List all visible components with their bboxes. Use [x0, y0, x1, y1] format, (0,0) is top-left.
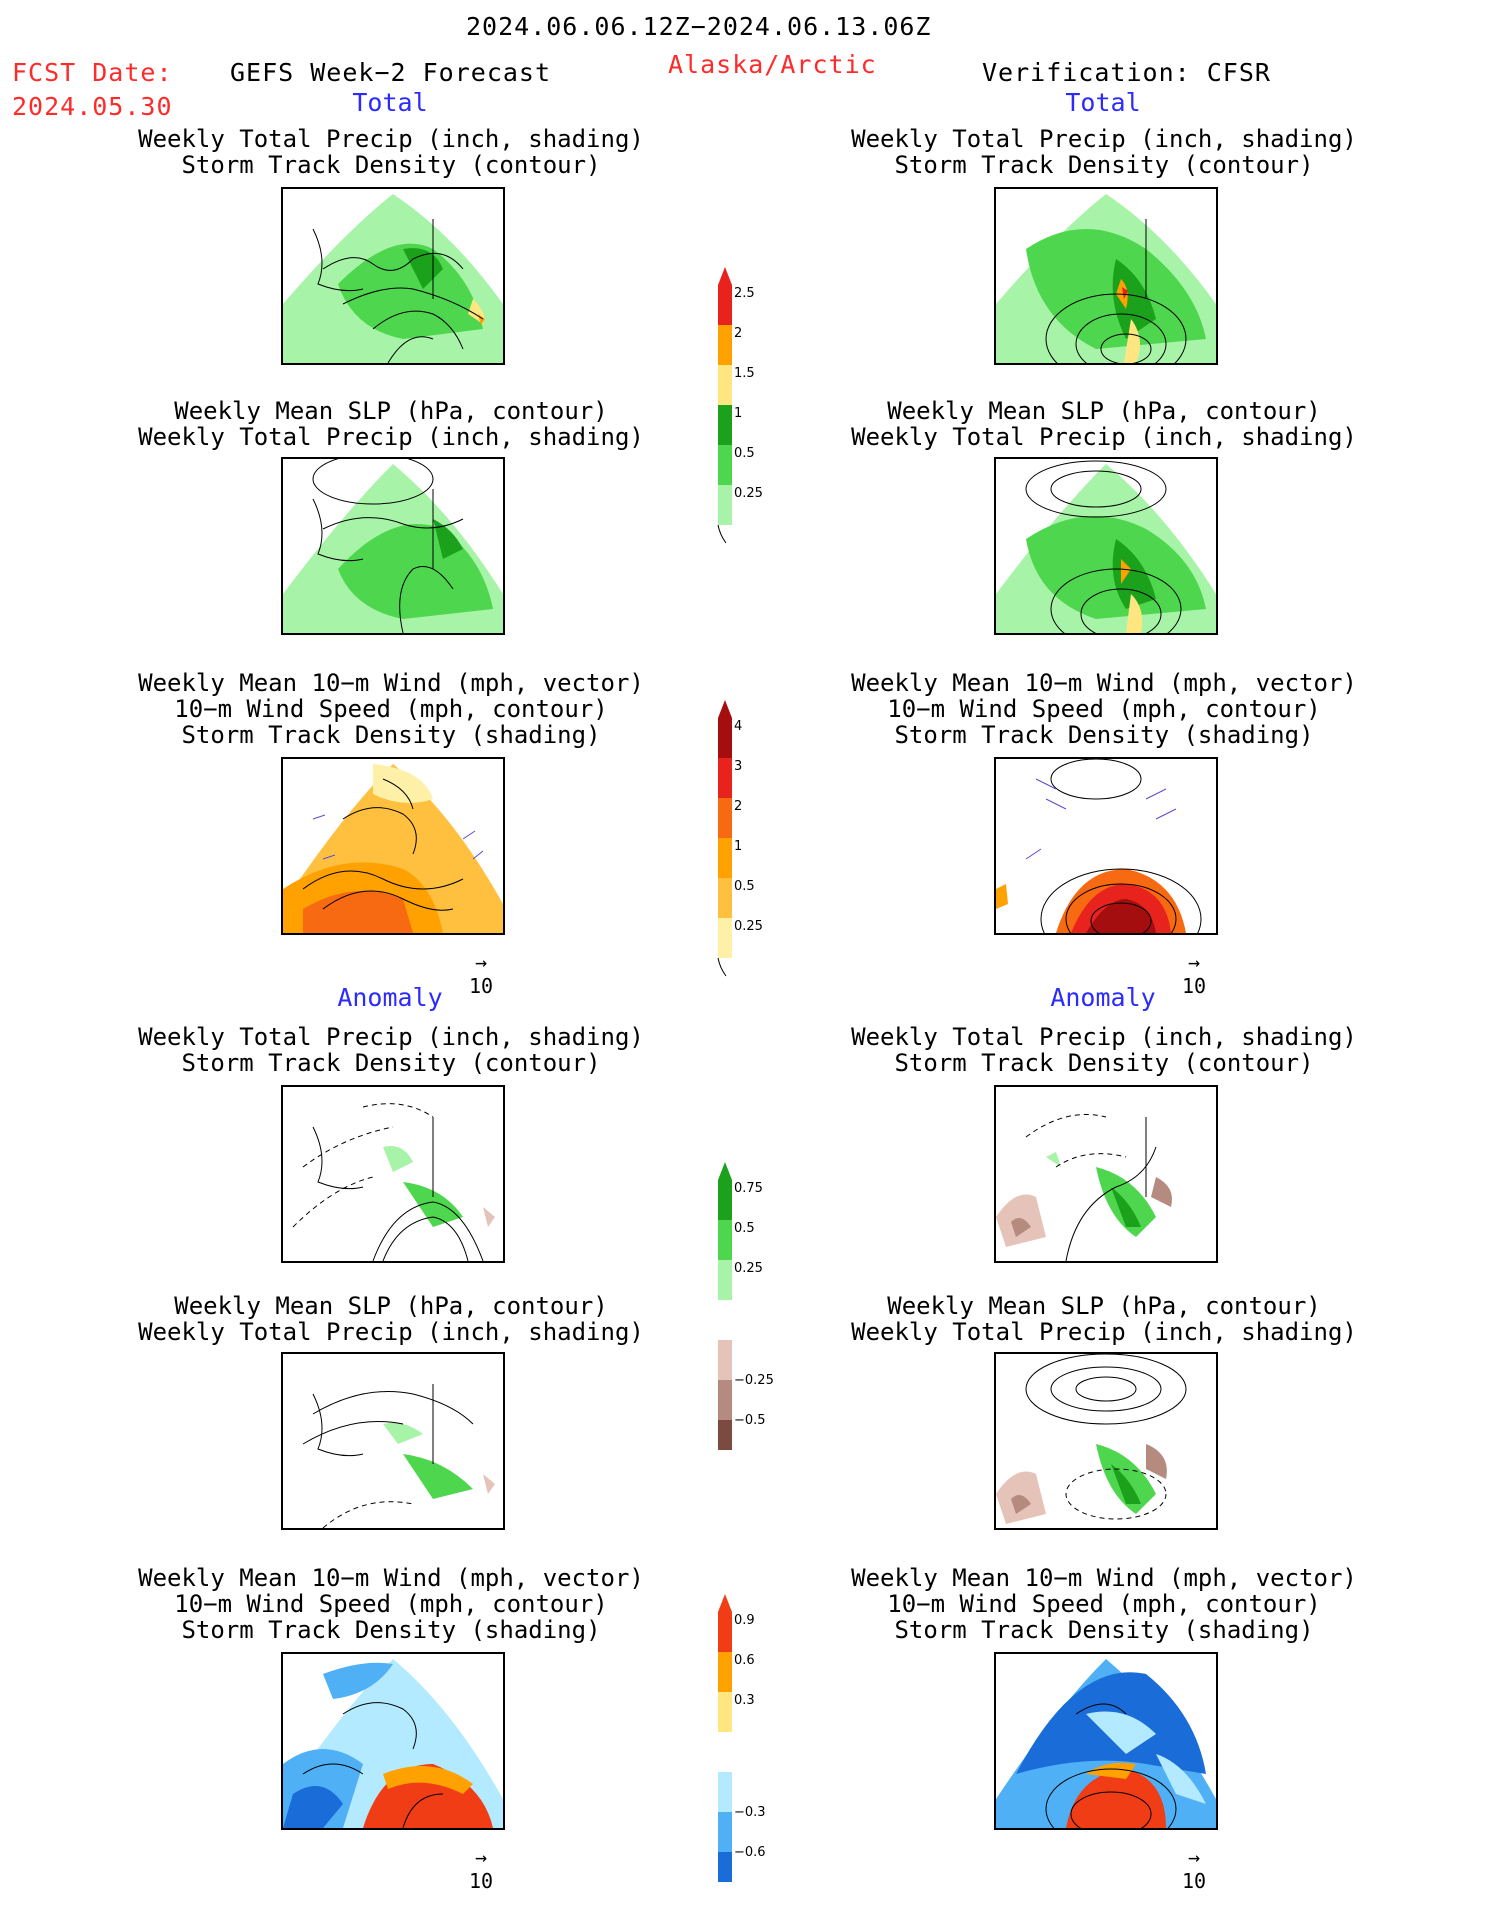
precip_total-swatch-1	[718, 325, 732, 365]
track_total-label-5: 0.25	[734, 919, 763, 934]
track_anom-swatch-2	[718, 1692, 732, 1732]
map-precip-track-anom-fcst	[281, 1085, 505, 1263]
title-slp-precip-total-verif: Weekly Mean SLP (hPa, contour) Weekly Tot…	[851, 397, 1357, 451]
track_total-label-1: 3	[734, 759, 742, 774]
track_total-label-0: 4	[734, 719, 742, 734]
map-precip-track-total-fcst	[281, 187, 505, 365]
vector-scale-row3-left: → 10	[468, 950, 494, 998]
forecast-period: 2024.06.06.12Z−2024.06.13.06Z	[466, 12, 932, 41]
precip_anom-swatch-5	[718, 1420, 732, 1460]
track_total-swatch-3	[718, 838, 732, 878]
colorbar-precip-total-swatches: 2.5 2 1.5 1 0.5 0.25	[717, 267, 763, 544]
colorbar-track-anom-swatches: 0.90.60.3−0.3−0.6−0.9	[718, 1594, 766, 1910]
vector-scale-row6-right: → 10	[1181, 1845, 1207, 1893]
precip_total-label-0: 2.5	[734, 286, 755, 301]
title-slp-precip-anom-fcst: Weekly Mean SLP (hPa, contour) Weekly Tot…	[138, 1292, 644, 1346]
fcst-date-value: 2024.05.30	[12, 92, 173, 121]
precip_anom-label-0: 0.75	[734, 1181, 763, 1196]
section-total-right: Total	[1065, 88, 1141, 117]
precip_anom-swatch-1	[718, 1220, 732, 1260]
track_total-label-4: 0.5	[734, 879, 755, 894]
track_total-bottom-end	[717, 957, 727, 977]
vector-scale-row3-right: → 10	[1181, 950, 1207, 998]
track_total-swatch-2	[718, 798, 732, 838]
precip_total-label-2: 1.5	[734, 366, 755, 381]
verification-label: Verification: CFSR	[982, 58, 1271, 87]
map-slp-precip-total-verif	[994, 457, 1218, 635]
precip_total-label-4: 0.5	[734, 446, 755, 461]
map-wind-track-total-fcst	[281, 757, 505, 935]
track_total-label-3: 1	[734, 839, 742, 854]
map-slp-precip-anom-fcst	[281, 1352, 505, 1530]
track_anom-label-2: 0.3	[734, 1693, 755, 1708]
title-wind-track-total-fcst: Weekly Mean 10−m Wind (mph, vector) 10−m …	[138, 669, 644, 749]
title-precip-track-anom-fcst: Weekly Total Precip (inch, shading) Storm…	[138, 1023, 644, 1077]
track_anom-swatch-5	[718, 1852, 732, 1892]
precip_total-label-1: 2	[734, 326, 742, 341]
precip_total-label-3: 1	[734, 406, 742, 421]
title-precip-track-total-verif: Weekly Total Precip (inch, shading) Storm…	[851, 125, 1357, 179]
track_total-swatch-0	[718, 718, 732, 758]
colorbar-track-total: 4 3 2 1 0.5 0.25	[716, 698, 796, 988]
model-title: GEFS Week−2 Forecast	[230, 58, 552, 87]
precip_anom-label-1: 0.5	[734, 1221, 755, 1236]
track_anom-swatch-4	[718, 1812, 732, 1852]
section-anomaly-right: Anomaly	[1050, 983, 1156, 1012]
title-wind-track-total-verif: Weekly Mean 10−m Wind (mph, vector) 10−m …	[851, 669, 1357, 749]
track_total-swatch-1	[718, 758, 732, 798]
map-wind-track-anom-verif	[994, 1652, 1218, 1830]
section-total-left: Total	[352, 88, 428, 117]
precip_anom-swatch-3	[718, 1340, 732, 1380]
track_anom-label-4: −0.6	[734, 1845, 766, 1860]
precip_total-swatch-0	[718, 285, 732, 325]
map-slp-precip-anom-verif	[994, 1352, 1218, 1530]
track_total-top-arrow	[718, 700, 732, 718]
title-slp-precip-anom-verif: Weekly Mean SLP (hPa, contour) Weekly Tot…	[851, 1292, 1357, 1346]
title-wind-track-anom-verif: Weekly Mean 10−m Wind (mph, vector) 10−m …	[851, 1564, 1357, 1644]
track_anom-swatch-3	[718, 1772, 732, 1812]
precip_total-bottom-end	[717, 524, 727, 544]
title-precip-track-total-fcst: Weekly Total Precip (inch, shading) Storm…	[138, 125, 644, 179]
precip_anom-label-3: −0.25	[734, 1373, 774, 1388]
track_total-label-2: 2	[734, 799, 742, 814]
precip_anom-swatch-2	[718, 1260, 732, 1300]
map-wind-track-anom-fcst	[281, 1652, 505, 1830]
colorbar-precip-total: 2.5 2 1.5 1 0.5 0.25	[716, 265, 796, 555]
map-slp-precip-total-fcst	[281, 457, 505, 635]
precip_total-swatch-4	[718, 445, 732, 485]
track_anom-top-arrow	[718, 1594, 732, 1612]
title-slp-precip-total-fcst: Weekly Mean SLP (hPa, contour) Weekly Tot…	[138, 397, 644, 451]
map-precip-track-anom-verif	[994, 1085, 1218, 1263]
precip_total-swatch-3	[718, 405, 732, 445]
fcst-date-label: FCST Date:	[12, 58, 173, 87]
precip_total-swatch-2	[718, 365, 732, 405]
region-title: Alaska/Arctic	[668, 50, 877, 79]
vector-scale-row6-left: → 10	[468, 1845, 494, 1893]
title-precip-track-anom-verif: Weekly Total Precip (inch, shading) Storm…	[851, 1023, 1357, 1077]
colorbar-track-total-swatches: 4 3 2 1 0.5 0.25	[717, 700, 763, 977]
map-wind-track-total-verif	[994, 757, 1218, 935]
track_anom-swatch-1	[718, 1652, 732, 1692]
precip_anom-top-arrow	[718, 1162, 732, 1180]
precip_total-top-arrow	[718, 267, 732, 285]
track_total-swatch-4	[718, 878, 732, 918]
track_anom-label-3: −0.3	[734, 1805, 766, 1820]
colorbar-track-anom: 0.90.60.3−0.3−0.6−0.9	[716, 1592, 796, 1910]
section-anomaly-left: Anomaly	[337, 983, 443, 1012]
track_anom-swatch-0	[718, 1612, 732, 1652]
precip_anom-swatch-0	[718, 1180, 732, 1220]
track_anom-label-0: 0.9	[734, 1613, 755, 1628]
title-wind-track-anom-fcst: Weekly Mean 10−m Wind (mph, vector) 10−m …	[138, 1564, 644, 1644]
precip_total-label-5: 0.25	[734, 486, 763, 501]
precip_anom-label-4: −0.5	[734, 1413, 766, 1428]
precip_anom-label-2: 0.25	[734, 1261, 763, 1276]
map-precip-track-total-verif	[994, 187, 1218, 365]
precip_total-swatch-5	[718, 485, 732, 525]
precip_anom-swatch-4	[718, 1380, 732, 1420]
track_anom-label-1: 0.6	[734, 1653, 755, 1668]
colorbar-precip-anom-swatches: 0.750.50.25−0.25−0.5−0.75	[718, 1162, 774, 1478]
track_total-swatch-5	[718, 918, 732, 958]
colorbar-precip-anom: 0.750.50.25−0.25−0.5−0.75	[716, 1160, 796, 1478]
